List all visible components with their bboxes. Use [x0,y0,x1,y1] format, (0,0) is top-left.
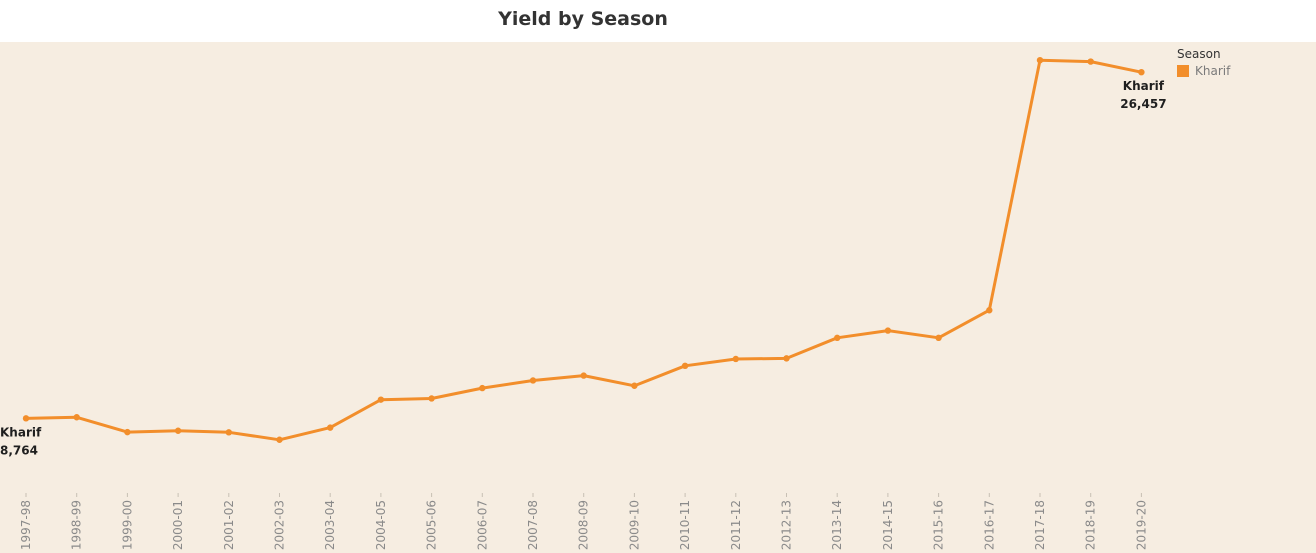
title-band [0,0,1316,42]
x-tick-label: 1997-98 [19,500,33,550]
data-point [22,415,30,422]
data-point [986,307,993,314]
x-tick-label: 1998-99 [70,500,84,550]
x-tick-label: 2014-15 [881,500,895,550]
data-point [174,427,182,434]
x-tick-label: 2005-06 [425,500,439,550]
data-point [580,372,587,379]
data-point [1138,68,1145,76]
legend: Season Kharif [1177,47,1230,78]
data-point [124,428,131,436]
data-point [377,396,385,403]
x-tick-label: 2008-09 [577,500,591,550]
x-tick-label: 2000-01 [171,500,185,550]
annotation-label: Kharif [0,425,42,439]
annotation-value: 26,457 [1120,97,1166,111]
x-tick-label: 2003-04 [323,500,337,550]
plot-area [0,42,1316,553]
x-tick-label: 2017-18 [1033,500,1047,550]
data-point [276,436,283,443]
x-tick-label: 2007-08 [526,500,540,550]
series-line-kharif [24,58,1143,442]
chart-title: Yield by Season [498,8,668,30]
data-point [73,414,80,421]
x-tick-label: 2013-14 [830,500,844,550]
x-tick-label: 1999-00 [120,500,134,550]
data-point [1087,58,1094,65]
annotation-value: 8,764 [0,443,38,457]
x-tick-label: 2018-19 [1084,500,1098,550]
data-point [783,355,790,362]
x-tick-label: 2015-16 [932,500,946,550]
data-point [479,384,486,392]
x-tick-label: 2002-03 [273,500,287,550]
data-point [681,362,689,370]
x-tick-label: 2006-07 [475,500,489,550]
x-tick-label: 2011-12 [729,500,743,550]
legend-title: Season [1177,47,1221,61]
x-tick-label: 2001-02 [222,500,236,550]
x-tick-label: 2019-20 [1134,500,1148,550]
data-point [529,377,537,384]
data-point [834,334,841,342]
legend-item-kharif[interactable]: Kharif [1177,64,1230,78]
x-tick-label: 2010-11 [678,500,692,550]
x-tick-label: 2004-05 [374,500,388,550]
data-point [225,429,232,436]
data-point [884,327,892,334]
data-point [935,334,942,342]
legend-label: Kharif [1195,64,1231,78]
legend-swatch [1177,65,1189,77]
data-point [327,424,334,431]
data-point [732,355,739,363]
data-point [1036,56,1044,64]
x-tick-label: 2009-10 [627,500,641,550]
annotation-label: Kharif [1123,79,1165,93]
x-tick-label: 2016-17 [982,500,996,550]
x-tick-label: 2012-13 [780,500,794,550]
data-point [631,382,638,389]
data-point [428,395,435,402]
